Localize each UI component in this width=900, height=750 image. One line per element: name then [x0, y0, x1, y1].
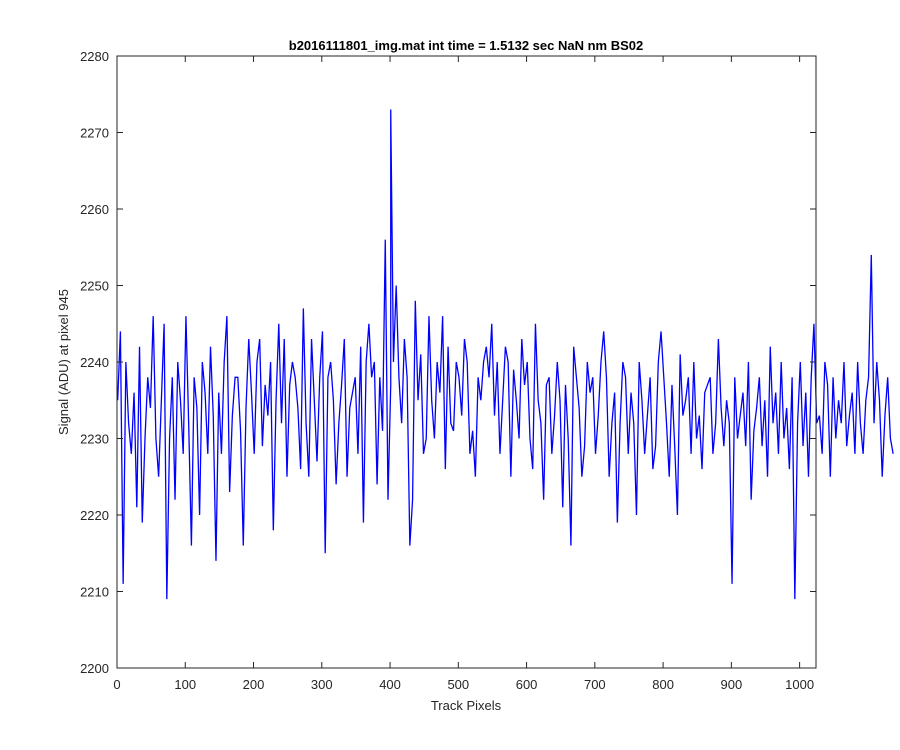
- y-tick-label: 2230: [80, 432, 109, 447]
- data-series: [117, 109, 894, 600]
- y-tick-label: 2210: [80, 585, 109, 600]
- x-tick-label: 700: [584, 677, 606, 692]
- y-tick-label: 2200: [80, 661, 109, 676]
- x-tick-label: 600: [516, 677, 538, 692]
- x-axis-label: Track Pixels: [431, 698, 502, 713]
- x-tick-label: 200: [243, 677, 265, 692]
- x-tick-label: 400: [379, 677, 401, 692]
- x-axis-ticks: 0 100 200 300 400 500 600 700 800 900 1000: [113, 56, 814, 692]
- y-axis-label: Signal (ADU) at pixel 945: [56, 289, 71, 435]
- x-tick-label: 1000: [785, 677, 814, 692]
- y-tick-label: 2280: [80, 49, 109, 64]
- y-tick-label: 2250: [80, 279, 109, 294]
- x-tick-label: 0: [113, 677, 120, 692]
- x-tick-label: 100: [174, 677, 196, 692]
- series-line: [117, 109, 894, 600]
- y-tick-label: 2260: [80, 202, 109, 217]
- chart-title: b2016111801_img.mat int time = 1.5132 se…: [289, 38, 643, 53]
- y-tick-label: 2240: [80, 355, 109, 370]
- y-tick-label: 2220: [80, 508, 109, 523]
- x-tick-label: 500: [447, 677, 469, 692]
- x-tick-label: 300: [311, 677, 333, 692]
- y-tick-label: 2270: [80, 126, 109, 141]
- y-axis-ticks: 2200 2210 2220 2230 2240 2250 2260 2270 2280: [80, 49, 816, 676]
- x-tick-label: 800: [652, 677, 674, 692]
- plot-area: [117, 56, 816, 668]
- x-tick-label: 900: [721, 677, 743, 692]
